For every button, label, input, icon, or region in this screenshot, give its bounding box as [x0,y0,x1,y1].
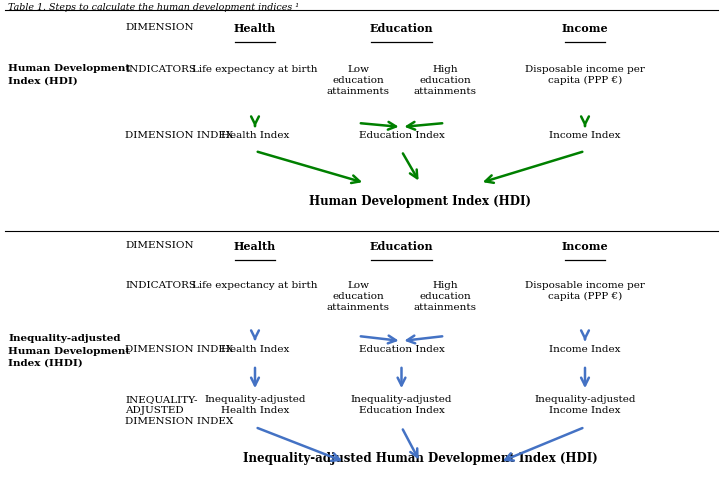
Text: High
education
attainments: High education attainments [414,65,476,96]
Text: Health: Health [234,241,276,252]
Text: Education Index: Education Index [359,345,445,354]
Text: Income Index: Income Index [549,131,621,140]
Text: Life expectancy at birth: Life expectancy at birth [192,65,317,74]
Text: Disposable income per
capita (PPP €): Disposable income per capita (PPP €) [525,65,645,85]
Text: Education Index: Education Index [359,131,445,140]
Text: Inequality-adjusted
Human Development
Index (IHDI): Inequality-adjusted Human Development In… [8,334,130,368]
Text: Income: Income [562,23,608,34]
Text: Health Index: Health Index [221,345,289,354]
Text: Health: Health [234,23,276,34]
Text: Inequality-adjusted
Health Index: Inequality-adjusted Health Index [205,395,306,415]
Text: High
education
attainments: High education attainments [414,281,476,312]
Text: DIMENSION: DIMENSION [125,241,194,250]
Text: DIMENSION INDEX: DIMENSION INDEX [125,131,234,140]
Text: Inequality-adjusted Human Development Index (HDI): Inequality-adjusted Human Development In… [243,452,597,465]
Text: Disposable income per
capita (PPP €): Disposable income per capita (PPP €) [525,281,645,301]
Text: DIMENSION INDEX: DIMENSION INDEX [125,345,234,354]
Text: Human Development Index (HDI): Human Development Index (HDI) [309,195,531,208]
Text: INDICATORS: INDICATORS [125,281,196,290]
Text: Income Index: Income Index [549,345,621,354]
Text: Health Index: Health Index [221,131,289,140]
Text: Low
education
attainments: Low education attainments [327,65,390,96]
Text: Table 1. Steps to calculate the human development indices ¹: Table 1. Steps to calculate the human de… [8,3,299,12]
Text: Life expectancy at birth: Life expectancy at birth [192,281,317,290]
Text: INEQUALITY-
ADJUSTED
DIMENSION INDEX: INEQUALITY- ADJUSTED DIMENSION INDEX [125,395,234,426]
Text: Inequality-adjusted
Income Index: Inequality-adjusted Income Index [534,395,636,415]
Text: INDICATORS: INDICATORS [125,65,196,74]
Text: DIMENSION: DIMENSION [125,23,194,32]
Text: Inequality-adjusted
Education Index: Inequality-adjusted Education Index [351,395,453,415]
Text: Human Development
Index (HDI): Human Development Index (HDI) [8,64,130,86]
Text: Low
education
attainments: Low education attainments [327,281,390,312]
Text: Education: Education [369,241,433,252]
Text: Income: Income [562,241,608,252]
Text: Education: Education [369,23,433,34]
